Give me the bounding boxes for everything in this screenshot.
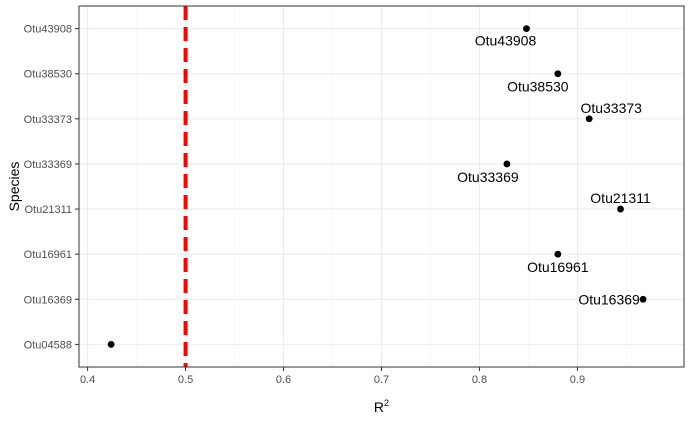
data-point-otu33373 <box>585 115 593 123</box>
x-axis-title-base: R <box>374 399 384 415</box>
x-axis-title-superscript: 2 <box>384 398 389 408</box>
points-layer <box>107 25 647 348</box>
y-tick-label: Otu21311 <box>24 204 72 216</box>
x-axis-ticks: 0.4 0.5 0.6 0.7 0.8 0.9 <box>80 367 585 386</box>
point-label-otu33373: Otu33373 <box>580 100 642 116</box>
data-point-otu43908 <box>523 25 530 32</box>
point-label-otu33369: Otu33369 <box>457 169 519 185</box>
data-point-otu21311 <box>617 205 624 213</box>
y-tick-label: Otu43908 <box>24 24 72 36</box>
x-tick-label: 0.8 <box>472 374 487 386</box>
x-tick-label: 0.5 <box>178 374 193 386</box>
x-tick-label: 0.4 <box>80 374 95 386</box>
x-tick-label: 0.7 <box>374 374 389 386</box>
y-tick-label: Otu04588 <box>24 339 72 351</box>
y-tick-label: Otu38530 <box>24 69 72 81</box>
data-point-otu16961 <box>554 250 562 258</box>
point-label-otu21311: Otu21311 <box>590 190 651 206</box>
point-label-otu43908: Otu43908 <box>475 33 537 49</box>
data-point-otu38530 <box>554 70 562 78</box>
x-axis-title: R2 <box>374 398 389 415</box>
y-axis-title: Species <box>6 162 22 212</box>
y-axis-ticks: Otu04588 Otu16369 Otu16961 Otu21311 Otu33369… <box>24 24 79 351</box>
data-point-otu04588 <box>107 341 115 348</box>
data-point-otu33369 <box>503 160 511 168</box>
y-tick-label: Otu33369 <box>24 159 72 171</box>
grid-layer <box>79 6 684 367</box>
y-tick-label: Otu16961 <box>24 249 72 261</box>
point-labels-layer: Otu16369 Otu16961 Otu21311 Otu33369 Otu33373… <box>457 33 651 308</box>
y-tick-label: Otu33373 <box>24 114 72 126</box>
point-label-otu16369: Otu16369 <box>578 291 640 307</box>
point-label-otu38530: Otu38530 <box>507 79 569 95</box>
x-tick-label: 0.6 <box>276 374 291 386</box>
y-tick-label: Otu16369 <box>24 294 72 306</box>
point-label-otu16961: Otu16961 <box>527 259 589 275</box>
x-tick-label: 0.9 <box>570 374 585 386</box>
data-point-otu16369 <box>639 295 647 303</box>
